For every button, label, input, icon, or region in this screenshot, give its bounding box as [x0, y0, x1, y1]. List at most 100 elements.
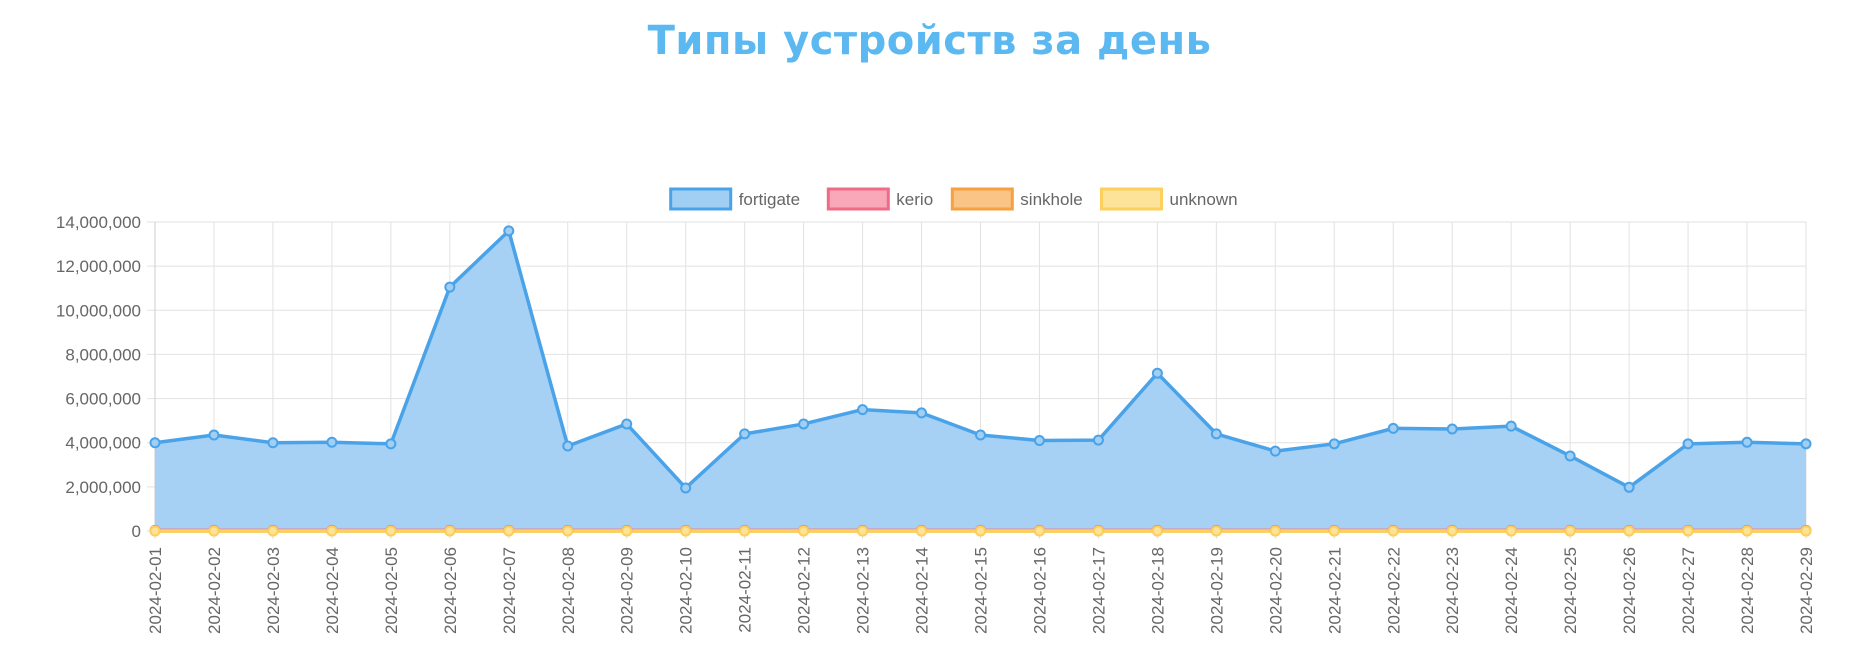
x-tick-label: 2024-02-13 [854, 547, 873, 634]
legend-label-fortigate[interactable]: fortigate [739, 190, 800, 209]
data-point-unknown [1328, 525, 1340, 537]
x-tick-label: 2024-02-23 [1443, 547, 1462, 634]
data-point-unknown [503, 525, 515, 537]
data-point-fortigate [1387, 422, 1399, 434]
x-tick-label: 2024-02-04 [323, 547, 342, 634]
x-tick-label: 2024-02-12 [795, 547, 814, 634]
data-point-unknown [444, 525, 456, 537]
x-tick-label: 2024-02-19 [1207, 547, 1226, 634]
y-tick-label: 10,000,000 [56, 301, 141, 320]
legend-swatch-sinkhole[interactable] [950, 187, 1014, 211]
legend-label-unknown[interactable]: unknown [1170, 190, 1238, 209]
data-point-fortigate [267, 437, 279, 449]
x-tick-label: 2024-02-11 [736, 547, 755, 633]
data-point-unknown [1387, 525, 1399, 537]
x-tick-label: 2024-02-08 [559, 547, 578, 634]
x-tick-label: 2024-02-21 [1325, 547, 1344, 634]
legend-swatch-unknown[interactable] [1100, 187, 1163, 211]
x-tick-label: 2024-02-09 [618, 547, 637, 634]
y-tick-label: 14,000,000 [56, 213, 141, 232]
data-point-fortigate [1446, 423, 1458, 435]
y-axis: 0 2,000,000 4,000,000 6,000,000 8,000,000 10,… [56, 213, 141, 541]
x-tick-label: 2024-02-02 [205, 547, 224, 634]
data-point-fortigate [1505, 420, 1517, 432]
data-point-fortigate [739, 428, 751, 440]
data-point-unknown [916, 525, 928, 537]
data-point-fortigate [149, 437, 161, 449]
data-point-unknown [385, 525, 397, 537]
data-point-unknown [739, 525, 751, 537]
x-tick-label: 2024-02-29 [1797, 547, 1816, 634]
data-point-fortigate [1682, 438, 1694, 450]
legend-swatch-fortigate[interactable] [669, 187, 733, 211]
y-tick-label: 2,000,000 [65, 478, 141, 497]
y-tick-label: 0 [132, 522, 141, 541]
data-point-fortigate [1210, 428, 1222, 440]
y-tick-label: 4,000,000 [65, 434, 141, 453]
data-point-unknown [562, 525, 574, 537]
data-point-unknown [1033, 525, 1045, 537]
data-point-unknown [149, 525, 161, 537]
x-tick-label: 2024-02-15 [972, 547, 991, 634]
data-point-unknown [267, 525, 279, 537]
legend-swatch-kerio[interactable] [826, 187, 890, 211]
x-tick-label: 2024-02-24 [1502, 547, 1521, 634]
x-tick-label: 2024-02-22 [1384, 547, 1403, 634]
data-point-fortigate [1092, 434, 1104, 446]
data-point-unknown [1564, 525, 1576, 537]
data-point-fortigate [621, 418, 633, 430]
x-tick-label: 2024-02-06 [441, 547, 460, 634]
data-point-fortigate [1741, 436, 1753, 448]
data-point-unknown [1505, 525, 1517, 537]
data-point-unknown [1210, 525, 1222, 537]
data-point-fortigate [975, 429, 986, 441]
data-point-unknown [1269, 525, 1281, 537]
data-point-fortigate [562, 440, 574, 452]
x-tick-label: 2024-02-05 [382, 547, 401, 634]
series-area-fortigate [155, 230, 1806, 531]
data-point-fortigate [798, 418, 810, 430]
data-point-fortigate [1328, 438, 1340, 450]
data-point-unknown [1800, 525, 1812, 537]
data-point-fortigate [1800, 438, 1812, 450]
x-axis: 2024-02-01 2024-02-02 2024-02-03 2024-02-04… [146, 547, 1816, 634]
data-point-unknown [1151, 525, 1163, 537]
x-tick-label: 2024-02-17 [1089, 547, 1108, 634]
y-tick-label: 6,000,000 [65, 390, 141, 409]
x-tick-label: 2024-02-20 [1266, 547, 1285, 634]
data-point-unknown [1741, 525, 1753, 537]
data-point-fortigate [916, 407, 928, 419]
data-point-fortigate [503, 225, 515, 237]
x-tick-label: 2024-02-14 [913, 547, 932, 634]
x-tick-label: 2024-02-18 [1148, 547, 1167, 634]
data-point-unknown [975, 525, 986, 537]
data-point-unknown [798, 525, 810, 537]
x-tick-label: 2024-02-25 [1561, 547, 1580, 634]
legend-label-sinkhole[interactable]: sinkhole [1020, 190, 1082, 209]
data-point-unknown [621, 525, 633, 537]
data-point-fortigate [1269, 445, 1281, 457]
x-tick-label: 2024-02-27 [1679, 547, 1698, 634]
data-point-fortigate [208, 429, 220, 441]
data-point-unknown [326, 525, 338, 537]
x-tick-label: 2024-02-10 [677, 547, 696, 634]
data-point-unknown [208, 525, 220, 537]
legend-label-kerio[interactable]: kerio [896, 190, 933, 209]
x-tick-label: 2024-02-16 [1030, 547, 1049, 634]
data-point-unknown [680, 525, 692, 537]
y-tick-label: 8,000,000 [65, 345, 141, 364]
data-point-unknown [1682, 525, 1694, 537]
x-tick-label: 2024-02-03 [264, 547, 283, 634]
data-point-fortigate [385, 438, 397, 450]
data-point-fortigate [857, 404, 869, 416]
x-tick-label: 2024-02-26 [1620, 547, 1639, 634]
data-point-fortigate [680, 482, 692, 494]
data-point-fortigate [1151, 367, 1163, 379]
data-point-fortigate [326, 436, 338, 448]
chart-title: Типы устройств за день [647, 18, 1212, 64]
x-tick-label: 2024-02-28 [1738, 547, 1757, 634]
y-tick-label: 12,000,000 [56, 257, 141, 276]
x-tick-label: 2024-02-01 [146, 547, 165, 634]
data-point-fortigate [1564, 450, 1576, 462]
